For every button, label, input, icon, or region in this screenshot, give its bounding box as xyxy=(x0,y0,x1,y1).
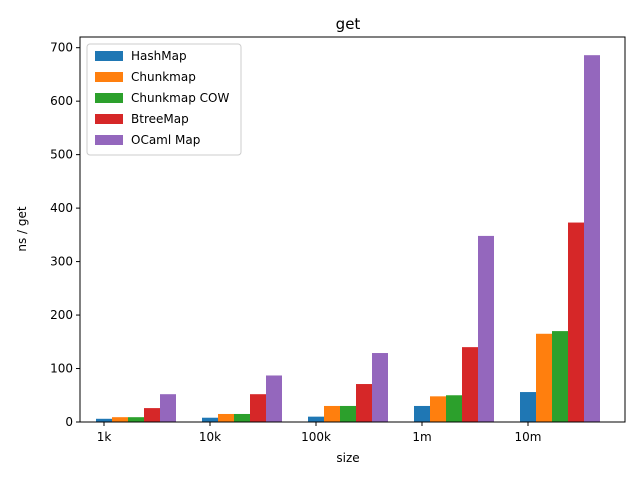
bar-ocaml-map-100k xyxy=(372,353,388,422)
bar-btreemap-10m xyxy=(568,222,584,422)
bar-chunkmap-10m xyxy=(536,333,552,422)
x-tick-label: 10k xyxy=(199,430,221,444)
legend-swatch-hashmap xyxy=(95,51,123,61)
bar-btreemap-1m xyxy=(462,347,478,422)
chart-title: get xyxy=(336,15,361,33)
bar-chunkmap-1k xyxy=(112,417,128,422)
bars-group xyxy=(96,55,600,423)
bar-hashmap-1k xyxy=(96,418,112,422)
y-tick-label: 200 xyxy=(50,308,73,322)
bar-btreemap-10k xyxy=(250,394,266,422)
legend-label-ocaml-map: OCaml Map xyxy=(131,133,200,147)
legend-swatch-btreemap xyxy=(95,114,123,124)
x-tick-label: 1m xyxy=(412,430,431,444)
bar-hashmap-100k xyxy=(308,416,324,422)
bar-btreemap-100k xyxy=(356,384,372,422)
y-tick-label: 400 xyxy=(50,201,73,215)
bar-hashmap-1m xyxy=(414,405,430,422)
bar-chunkmap-cow-1m xyxy=(446,395,462,422)
bar-ocaml-map-10k xyxy=(266,375,282,422)
bar-chunkmap-cow-10k xyxy=(234,413,250,422)
bar-ocaml-map-1m xyxy=(478,235,494,422)
legend-swatch-chunkmap xyxy=(95,72,123,82)
bar-ocaml-map-1k xyxy=(160,394,176,422)
y-tick-label: 300 xyxy=(50,255,73,269)
legend-label-hashmap: HashMap xyxy=(131,49,187,63)
y-tick-label: 600 xyxy=(50,94,73,108)
bar-ocaml-map-10m xyxy=(584,55,600,423)
y-tick-label: 100 xyxy=(50,362,73,376)
bar-hashmap-10k xyxy=(202,417,218,422)
x-tick-label: 10m xyxy=(515,430,542,444)
legend-label-chunkmap: Chunkmap xyxy=(131,70,196,84)
bar-chunkmap-cow-1k xyxy=(128,417,144,422)
bar-chunkmap-10k xyxy=(218,413,234,422)
y-tick-label: 500 xyxy=(50,148,73,162)
legend-label-btreemap: BtreeMap xyxy=(131,112,189,126)
x-axis: 1k 10k 100k 1m 10m xyxy=(97,422,542,444)
bar-chunkmap-cow-100k xyxy=(340,405,356,422)
plot-area-frame xyxy=(79,36,626,423)
x-tick-label: 100k xyxy=(301,430,331,444)
x-tick-label: 1k xyxy=(97,430,112,444)
bar-chunkmap-100k xyxy=(324,405,340,422)
legend: HashMap Chunkmap Chunkmap COW BtreeMap OCaml… xyxy=(86,43,242,156)
bar-chunkmap-1m xyxy=(430,396,446,422)
bar-hashmap-10m xyxy=(520,392,536,422)
legend-box xyxy=(86,43,242,156)
legend-swatch-ocaml-map xyxy=(95,135,123,145)
y-tick-label: 0 xyxy=(65,415,73,429)
bar-chunkmap-cow-10m xyxy=(552,331,568,422)
legend-swatch-chunkmap-cow xyxy=(95,93,123,103)
bar-btreemap-1k xyxy=(144,408,160,422)
y-axis: 0 100 200 300 400 500 600 700 xyxy=(50,41,80,429)
legend-label-chunkmap-cow: Chunkmap COW xyxy=(131,91,229,105)
y-axis-label: ns / get xyxy=(15,206,29,252)
x-axis-label: size xyxy=(336,451,359,465)
y-tick-label: 700 xyxy=(50,41,73,55)
